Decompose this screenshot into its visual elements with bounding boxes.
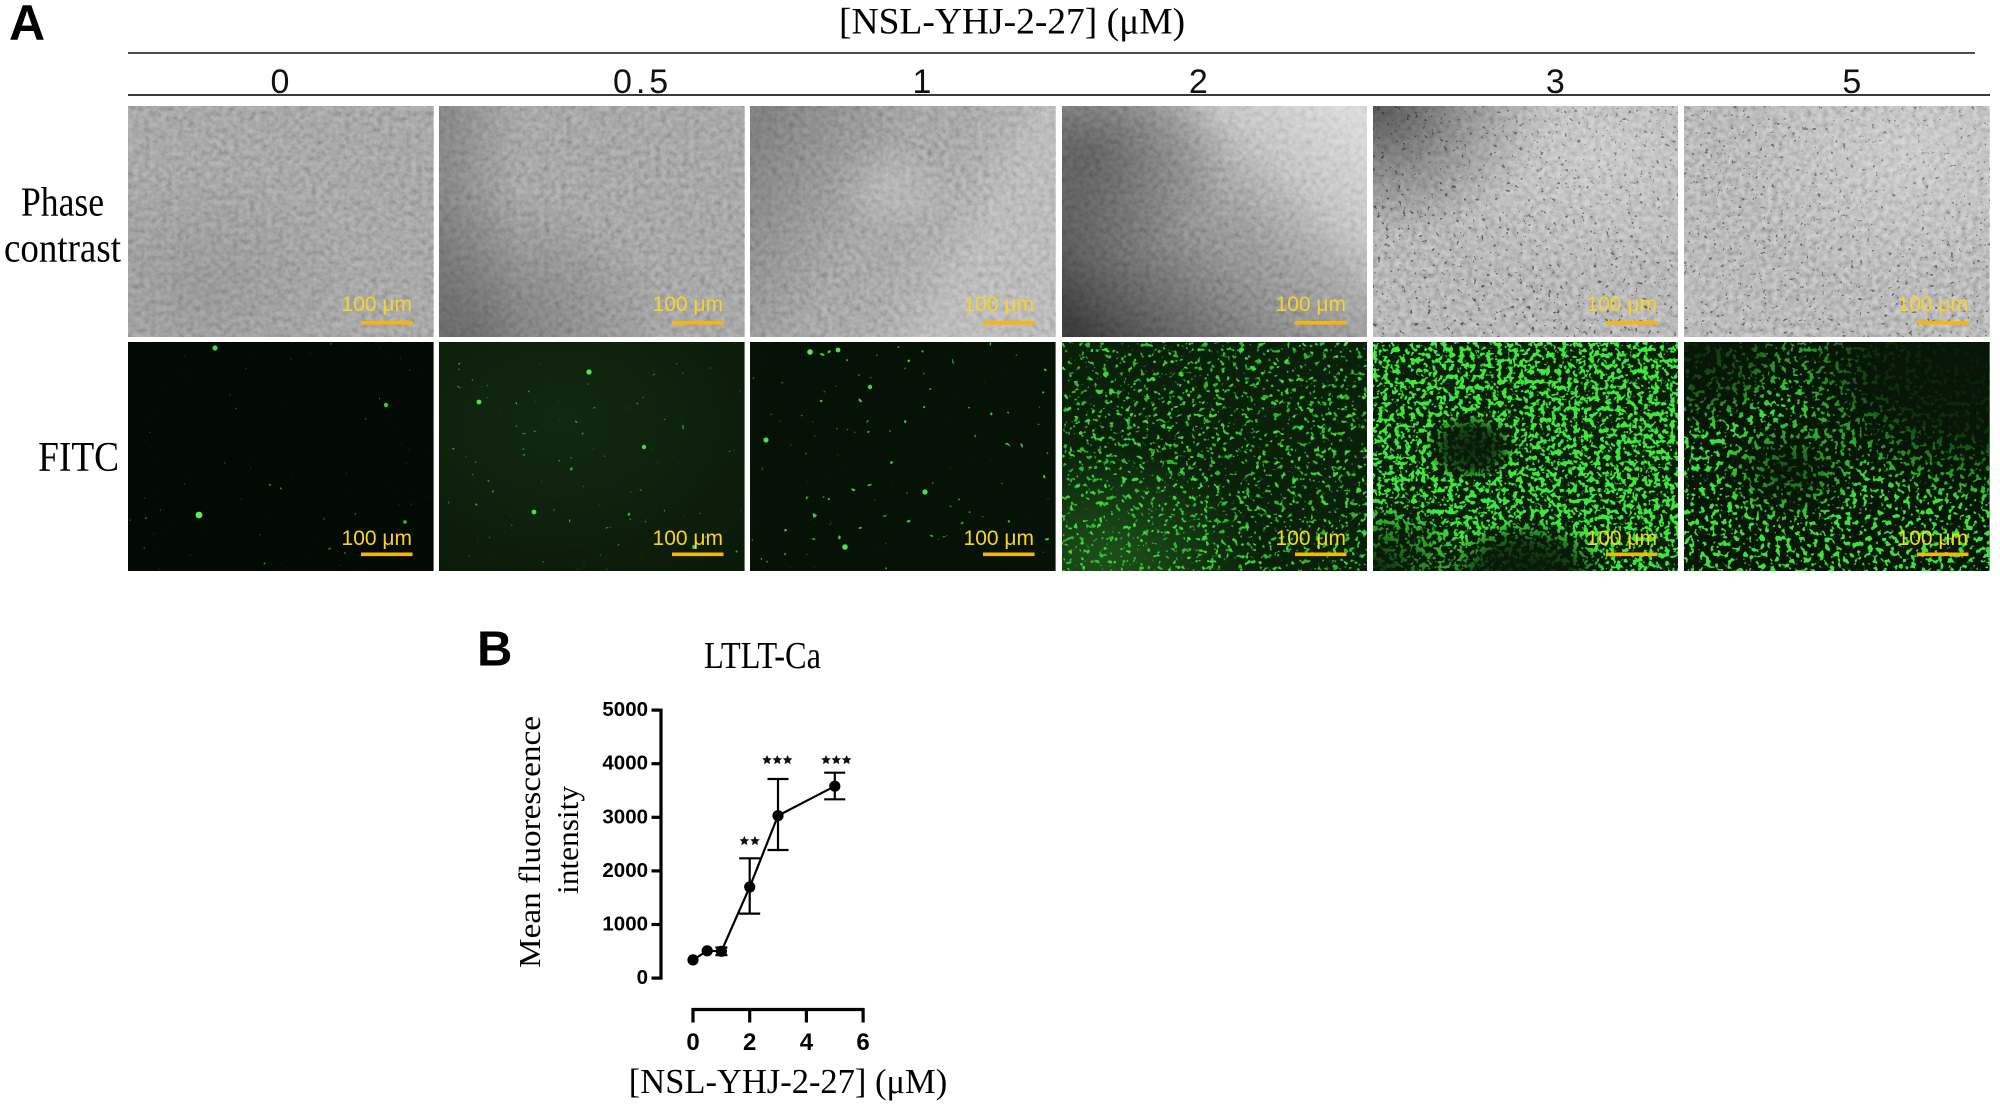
svg-text:0: 0 bbox=[686, 1029, 699, 1056]
svg-text:Mean fluorescence: Mean fluorescence bbox=[513, 716, 547, 968]
svg-text:5000: 5000 bbox=[602, 698, 648, 721]
svg-text:100 μm: 100 μm bbox=[1586, 527, 1656, 550]
svg-text:100 μm: 100 μm bbox=[1275, 527, 1345, 550]
svg-text:0: 0 bbox=[637, 966, 648, 989]
svg-text:100 μm: 100 μm bbox=[1898, 293, 1968, 316]
svg-text:2000: 2000 bbox=[602, 859, 648, 882]
svg-text:FITC: FITC bbox=[38, 435, 119, 481]
svg-text:100 μm: 100 μm bbox=[342, 527, 412, 550]
svg-text:100 μm: 100 μm bbox=[1275, 293, 1345, 316]
svg-text:100 μm: 100 μm bbox=[964, 293, 1034, 316]
svg-text:100 μm: 100 μm bbox=[342, 293, 412, 316]
svg-text:contrast: contrast bbox=[4, 224, 122, 270]
svg-text:B: B bbox=[477, 622, 512, 676]
svg-text:intensity: intensity bbox=[551, 785, 585, 894]
svg-text:LTLT-Ca: LTLT-Ca bbox=[704, 635, 821, 677]
svg-text:4: 4 bbox=[800, 1029, 814, 1056]
svg-text:A: A bbox=[9, 0, 45, 51]
svg-text:2: 2 bbox=[743, 1029, 756, 1056]
svg-text:100 μm: 100 μm bbox=[653, 527, 723, 550]
svg-text:100 μm: 100 μm bbox=[964, 527, 1034, 550]
svg-text:6: 6 bbox=[856, 1029, 869, 1056]
svg-text:1000: 1000 bbox=[602, 913, 648, 936]
svg-text:[NSL-YHJ-2-27] (μM): [NSL-YHJ-2-27] (μM) bbox=[629, 1063, 947, 1101]
svg-text:3000: 3000 bbox=[602, 805, 648, 828]
svg-text:Phase: Phase bbox=[21, 179, 104, 225]
svg-text:100 μm: 100 μm bbox=[1586, 293, 1656, 316]
svg-text:100 μm: 100 μm bbox=[653, 293, 723, 316]
svg-text:[NSL-YHJ-2-27] (μM): [NSL-YHJ-2-27] (μM) bbox=[839, 2, 1185, 43]
svg-text:100 μm: 100 μm bbox=[1898, 527, 1968, 550]
svg-text:4000: 4000 bbox=[602, 752, 648, 775]
